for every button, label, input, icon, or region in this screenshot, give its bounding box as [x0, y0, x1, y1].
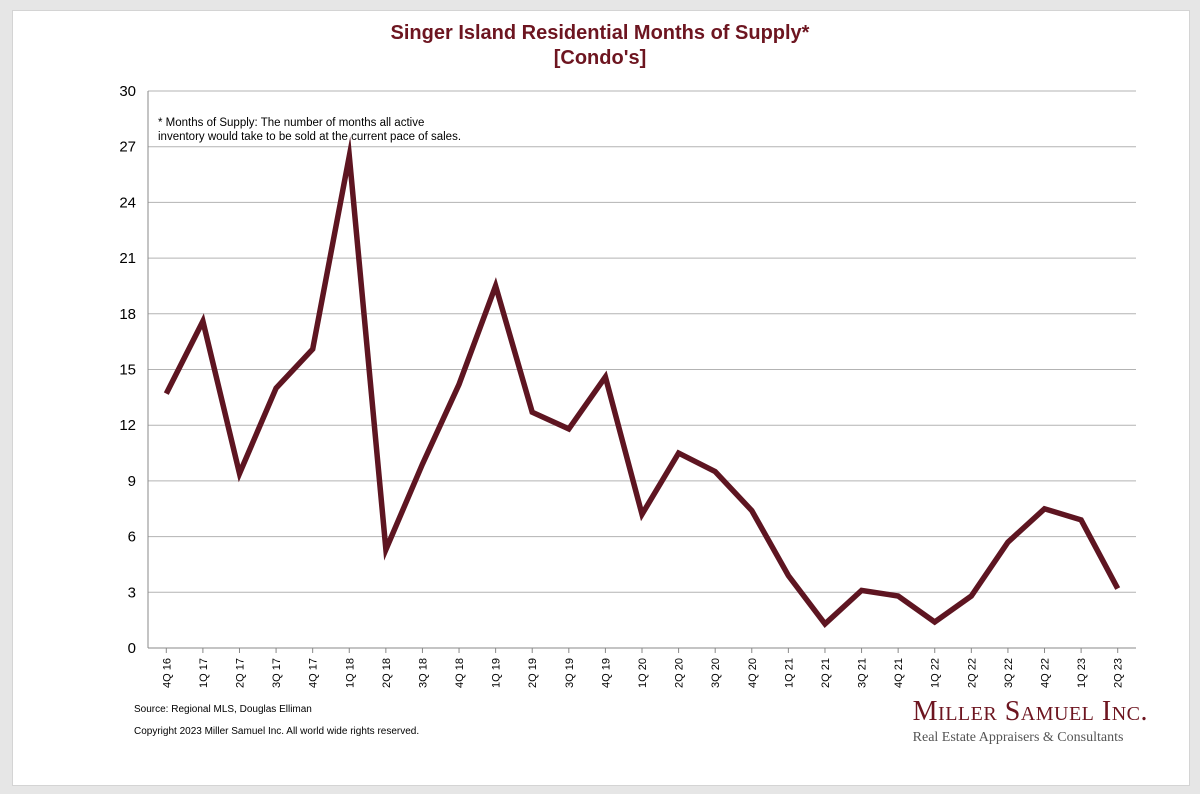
x-tick-label: 3Q 19	[564, 658, 576, 688]
x-tick-label: 4Q 16	[161, 658, 173, 688]
y-tick-labels: 0 3 6 9 12 15 18 21 24 27 30	[119, 83, 136, 657]
brand-logo: Miller Samuel Inc. Real Estate Appraiser…	[913, 696, 1148, 746]
x-tick-label: 1Q 21	[783, 658, 795, 688]
x-tick-label: 2Q 21	[820, 658, 832, 688]
x-tick-label: 3Q 20	[710, 658, 722, 688]
x-tick-label: 4Q 19	[600, 658, 612, 688]
x-tick-label: 2Q 17	[234, 658, 246, 688]
x-tick-label: 3Q 22	[1003, 658, 1015, 688]
x-tick-labels: 4Q 16 1Q 17 2Q 17 3Q 17 4Q 17 1Q 18 2Q 18 3Q 18…	[161, 658, 1124, 688]
chart-note: * Months of Supply: The number of months…	[158, 117, 461, 143]
x-tick-label: 2Q 20	[674, 658, 686, 688]
x-tick-label: 3Q 18	[417, 658, 429, 688]
brand-name: Miller Samuel Inc.	[912, 696, 1148, 727]
y-tick-label: 15	[119, 362, 136, 379]
y-tick-label: 12	[119, 417, 136, 434]
y-tick-label: 18	[119, 306, 136, 323]
x-tick-label: 1Q 22	[930, 658, 942, 688]
x-tick-label: 4Q 17	[308, 658, 320, 688]
y-tick-label: 24	[119, 194, 136, 211]
x-tick-label: 4Q 22	[1040, 658, 1052, 688]
gridlines	[148, 90, 1136, 593]
series-line	[163, 136, 1121, 628]
x-tick-label: 1Q 19	[491, 658, 503, 688]
note-line: * Months of Supply: The number of months…	[158, 117, 424, 129]
x-tick-label: 1Q 20	[637, 658, 649, 688]
x-tick-label: 3Q 21	[857, 658, 869, 688]
chart-title: Singer Island Residential Months of Supp…	[390, 22, 810, 44]
x-tick-label: 2Q 18	[381, 658, 393, 688]
y-tick-label: 30	[119, 83, 136, 100]
series	[163, 136, 1121, 628]
x-tick-label: 4Q 21	[893, 658, 905, 688]
x-tick-label: 4Q 20	[747, 658, 759, 688]
axes	[147, 91, 1136, 653]
x-tick-label: 2Q 19	[527, 658, 539, 688]
note-line: inventory would take to be sold at the c…	[158, 131, 461, 143]
x-tick-label: 2Q 23	[1113, 658, 1125, 688]
copyright-note: Copyright 2023 Miller Samuel Inc. All wo…	[134, 726, 420, 737]
x-tick-label: 1Q 18	[344, 658, 356, 688]
source-note: Source: Regional MLS, Douglas Elliman	[134, 704, 312, 715]
x-tick-label: 2Q 22	[966, 658, 978, 688]
chart-card	[12, 10, 1190, 786]
x-tick-label: 1Q 23	[1076, 658, 1088, 688]
y-tick-label: 9	[128, 473, 136, 490]
x-tick-label: 4Q 18	[454, 658, 466, 688]
x-tick-label: 1Q 17	[198, 658, 210, 688]
chart-subtitle: [Condo's]	[553, 47, 647, 69]
y-tick-label: 3	[128, 584, 136, 601]
y-tick-label: 27	[119, 139, 136, 156]
y-tick-label: 6	[128, 529, 136, 546]
x-tick-label: 3Q 17	[271, 658, 283, 688]
y-tick-label: 0	[128, 640, 136, 657]
brand-tagline: Real Estate Appraisers & Consultants	[912, 730, 1124, 745]
y-tick-label: 21	[119, 250, 136, 267]
